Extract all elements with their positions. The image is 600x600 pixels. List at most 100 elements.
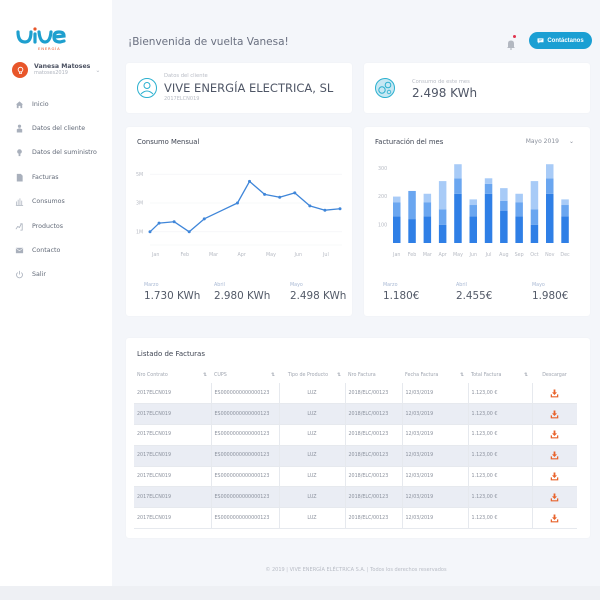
column-header-label: Nro Factura [348,372,376,378]
date-cell: 12/03/2019 [402,466,469,488]
invoice-number-cell: 2018/ELC/00123 [345,383,403,405]
date-cell: 12/03/2019 [402,424,469,446]
svg-text:1M: 1M [136,229,143,235]
column-header: Descargar [532,367,577,383]
column-header[interactable]: Tipo de Producto ⇅ [279,367,345,383]
invoice-number-cell: 2018/ELC/00123 [345,445,403,467]
invoice-number-cell: 2018/ELC/00123 [345,424,403,446]
total-cell: 1.123,00 € [468,507,533,530]
contact-button[interactable]: Contáctanos [529,32,592,49]
user-menu[interactable]: Vanesa Matoses matoses2019 ⌄ [12,62,108,78]
product-cell: LUZ [279,383,346,405]
svg-text:Mar: Mar [209,252,218,258]
svg-text:200: 200 [378,194,387,200]
svg-text:Feb: Feb [181,252,190,258]
total-cell: 1.123,00 € [468,383,533,405]
sort-icon[interactable]: ⇅ [270,372,275,378]
table-row: 2017ELCN019 ES0000000000000123 LUZ 2018/ELC… [134,486,577,509]
consumption-value: 2.498 KWh [412,86,478,100]
column-header[interactable]: Nro Contrato ⇅ [134,367,211,383]
svg-text:Apr: Apr [438,252,446,258]
sort-icon[interactable]: ⇅ [523,372,528,378]
sidebar-item-facturas[interactable]: Facturas [0,165,112,189]
invoice-number-cell: 2018/ELC/00123 [345,466,403,488]
table-row: 2017ELCN019 ES0000000000000123 LUZ 2018/ELC… [134,403,577,426]
mail-icon [15,246,24,255]
invoice-number-cell: 2018/ELC/00123 [345,486,403,509]
contract-cell: 2017ELCN019 [134,486,212,509]
sidebar-item-productos[interactable]: Productos [0,214,112,238]
user-icon [15,124,24,133]
sidebar-item-label: Productos [32,222,64,230]
svg-text:Aug: Aug [499,252,508,258]
svg-text:Jun: Jun [469,252,478,258]
date-cell: 12/03/2019 [402,486,469,509]
svg-text:Dec: Dec [560,252,570,258]
total-cell: 1.123,00 € [468,466,533,488]
stat-may: Mayo 1.980€ [532,283,569,302]
column-header: Nro Factura [345,367,402,383]
date-cell: 12/03/2019 [402,383,469,405]
product-cell: LUZ [279,466,346,488]
download-cell [532,403,577,426]
column-header-label: Fecha Factura [405,372,439,378]
sidebar-item-label: Inicio [32,100,49,108]
bell-icon[interactable] [506,35,516,50]
table-title: Listado de Facturas [137,350,205,358]
sidebar-item-salir[interactable]: Salir [0,263,112,287]
user-handle: matoses2019 [34,69,68,76]
sidebar-item-contacto[interactable]: Contacto [0,238,112,262]
column-header[interactable]: Fecha Factura ⇅ [402,367,468,383]
consumption-card-label: Consumo de este mes [412,79,470,85]
column-header[interactable]: CUPS ⇅ [211,367,279,383]
sidebar-item-consumos[interactable]: Consumos [0,190,112,214]
svg-text:Nov: Nov [545,252,555,258]
document-icon [15,173,24,182]
date-cell: 12/03/2019 [402,507,469,530]
download-cell [532,383,577,405]
cups-cell: ES0000000000000123 [211,424,280,446]
energy-gears-icon [374,77,396,99]
svg-text:Apr: Apr [238,252,246,258]
sidebar-item-label: Salir [32,271,46,279]
client-name: VIVE ENERGÍA ELECTRICA, SL [164,81,334,95]
download-icon[interactable] [550,430,559,439]
products-icon [15,222,24,231]
table-row: 2017ELCN019 ES0000000000000123 LUZ 2018/ELC… [134,424,577,446]
period-select[interactable]: Mayo 2019 ⌄ [526,138,574,145]
table-row: 2017ELCN019 ES0000000000000123 LUZ 2018/ELC… [134,466,577,488]
download-icon[interactable] [550,451,559,460]
total-cell: 1.123,00 € [468,445,533,467]
download-cell [532,466,577,488]
cups-cell: ES0000000000000123 [211,486,280,509]
stat-april: Abril 2.980 KWh [214,283,271,302]
download-icon[interactable] [550,493,559,502]
cups-cell: ES0000000000000123 [211,445,280,467]
chevron-down-icon[interactable]: ⌄ [95,66,101,74]
sort-icon[interactable]: ⇅ [202,372,207,378]
stat-april: Abril 2.455€ [456,283,493,302]
sort-icon[interactable]: ⇅ [336,372,341,378]
sidebar-item-datos-suministro[interactable]: Datos del suministro [0,141,112,165]
invoice-number-cell: 2018/ELC/00123 [345,403,403,426]
contract-number: 2017ELCN019 [164,96,200,102]
svg-text:May: May [453,252,463,258]
contract-cell: 2017ELCN019 [134,424,212,446]
contract-cell: 2017ELCN019 [134,403,212,426]
download-icon[interactable] [550,514,559,523]
download-icon[interactable] [550,389,559,398]
window-bottom-edge [0,586,600,600]
download-icon[interactable] [550,472,559,481]
contract-cell: 2017ELCN019 [134,507,212,530]
column-header-label: Total Factura [471,372,502,378]
monthly-billing-card: Facturación del mes Mayo 2019 ⌄ 100 200 30… [364,127,590,316]
brand-logo[interactable]: ENERGÍA [16,26,72,54]
sidebar-item-datos-cliente[interactable]: Datos del cliente [0,116,112,140]
sidebar-item-inicio[interactable]: Inicio [0,92,112,116]
svg-text:3M: 3M [136,201,143,207]
contract-cell: 2017ELCN019 [134,383,212,405]
svg-text:Sep: Sep [515,252,524,258]
sort-icon[interactable]: ⇅ [459,372,464,378]
download-icon[interactable] [550,410,559,419]
column-header[interactable]: Total Factura ⇅ [468,367,532,383]
